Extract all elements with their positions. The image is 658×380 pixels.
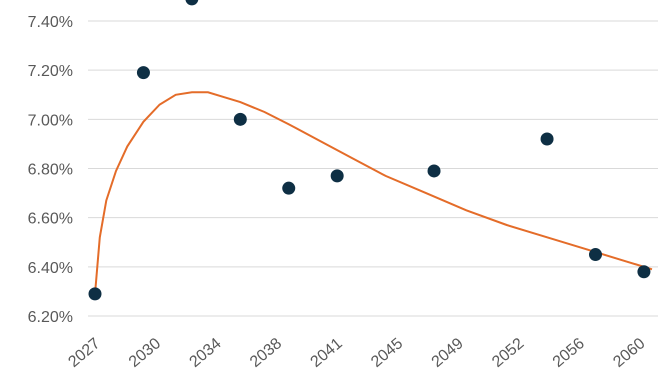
data-point (88, 287, 102, 301)
y-tick-label: 6.40% (28, 260, 73, 277)
y-tick-label: 6.80% (28, 162, 73, 179)
x-tick-label: 2034 (186, 335, 224, 371)
x-tick-label: 2027 (65, 335, 103, 371)
data-point (637, 265, 651, 279)
trend-line (94, 91, 653, 294)
data-point (233, 112, 247, 126)
x-tick-label: 2045 (368, 335, 406, 371)
x-axis-ticks: 2027 2030 2034 2038 2041 2045 2049 2052 2056 2060 (65, 335, 648, 371)
data-point (588, 248, 602, 262)
x-tick-label: 2038 (247, 335, 285, 371)
x-tick-label: 2052 (489, 335, 527, 371)
y-tick-label: 6.20% (28, 309, 73, 326)
data-points (88, 0, 651, 301)
y-tick-label: 7.20% (28, 63, 73, 80)
y-tick-label: 7.00% (28, 112, 73, 129)
y-axis-ticks: 7.40% 7.20% 7.00% 6.80% 6.60% 6.40% 6.20% (28, 14, 73, 326)
gridlines (88, 20, 658, 317)
x-tick-label: 2041 (308, 335, 346, 371)
x-tick-label: 2060 (610, 335, 648, 371)
y-tick-label: 6.60% (28, 211, 73, 228)
x-tick-label: 2030 (126, 335, 164, 371)
x-tick-label: 2049 (429, 335, 467, 371)
y-tick-label: 7.40% (28, 14, 73, 31)
data-point (427, 164, 441, 178)
trend-line-group (94, 91, 653, 294)
x-tick-label: 2056 (550, 335, 588, 371)
data-point (136, 66, 150, 80)
data-point (185, 0, 199, 6)
data-point (330, 169, 344, 183)
data-point (282, 181, 296, 195)
data-point (540, 132, 554, 146)
